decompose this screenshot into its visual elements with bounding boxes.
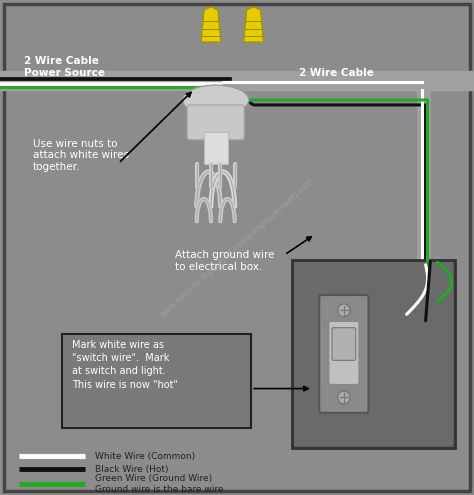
Text: Green Wire (Ground Wire)
Ground wire is the bare wire: Green Wire (Ground Wire) Ground wire is … bbox=[95, 474, 223, 494]
Text: Mark white wire as
"switch wire".  Mark
at switch and light.
This wire is now "h: Mark white wire as "switch wire". Mark a… bbox=[72, 340, 178, 390]
FancyBboxPatch shape bbox=[332, 328, 356, 360]
Text: 2 Wire Cable: 2 Wire Cable bbox=[299, 68, 374, 78]
Text: 2 Wire Cable
Power Source: 2 Wire Cable Power Source bbox=[24, 56, 105, 78]
Polygon shape bbox=[201, 6, 221, 42]
Bar bbox=[62, 334, 251, 428]
Bar bbox=[292, 260, 455, 448]
Bar bbox=[0, 71, 474, 90]
Text: White Wire (Common): White Wire (Common) bbox=[95, 452, 195, 461]
Ellipse shape bbox=[182, 85, 249, 115]
Circle shape bbox=[337, 304, 350, 317]
Bar bbox=[294, 262, 453, 446]
Bar bbox=[204, 132, 228, 164]
Text: Use wire nuts to
attach white wires
together.: Use wire nuts to attach white wires toge… bbox=[33, 139, 129, 172]
Circle shape bbox=[337, 391, 350, 404]
Text: www.easy-do-it-yourself-home-improvements.com: www.easy-do-it-yourself-home-improvement… bbox=[158, 176, 316, 319]
Text: Black Wire (Hot): Black Wire (Hot) bbox=[95, 465, 168, 474]
FancyBboxPatch shape bbox=[187, 105, 244, 140]
FancyBboxPatch shape bbox=[319, 295, 368, 413]
FancyBboxPatch shape bbox=[328, 321, 359, 385]
Polygon shape bbox=[244, 6, 264, 42]
Text: Attach ground wire
to electrical box.: Attach ground wire to electrical box. bbox=[175, 250, 275, 272]
